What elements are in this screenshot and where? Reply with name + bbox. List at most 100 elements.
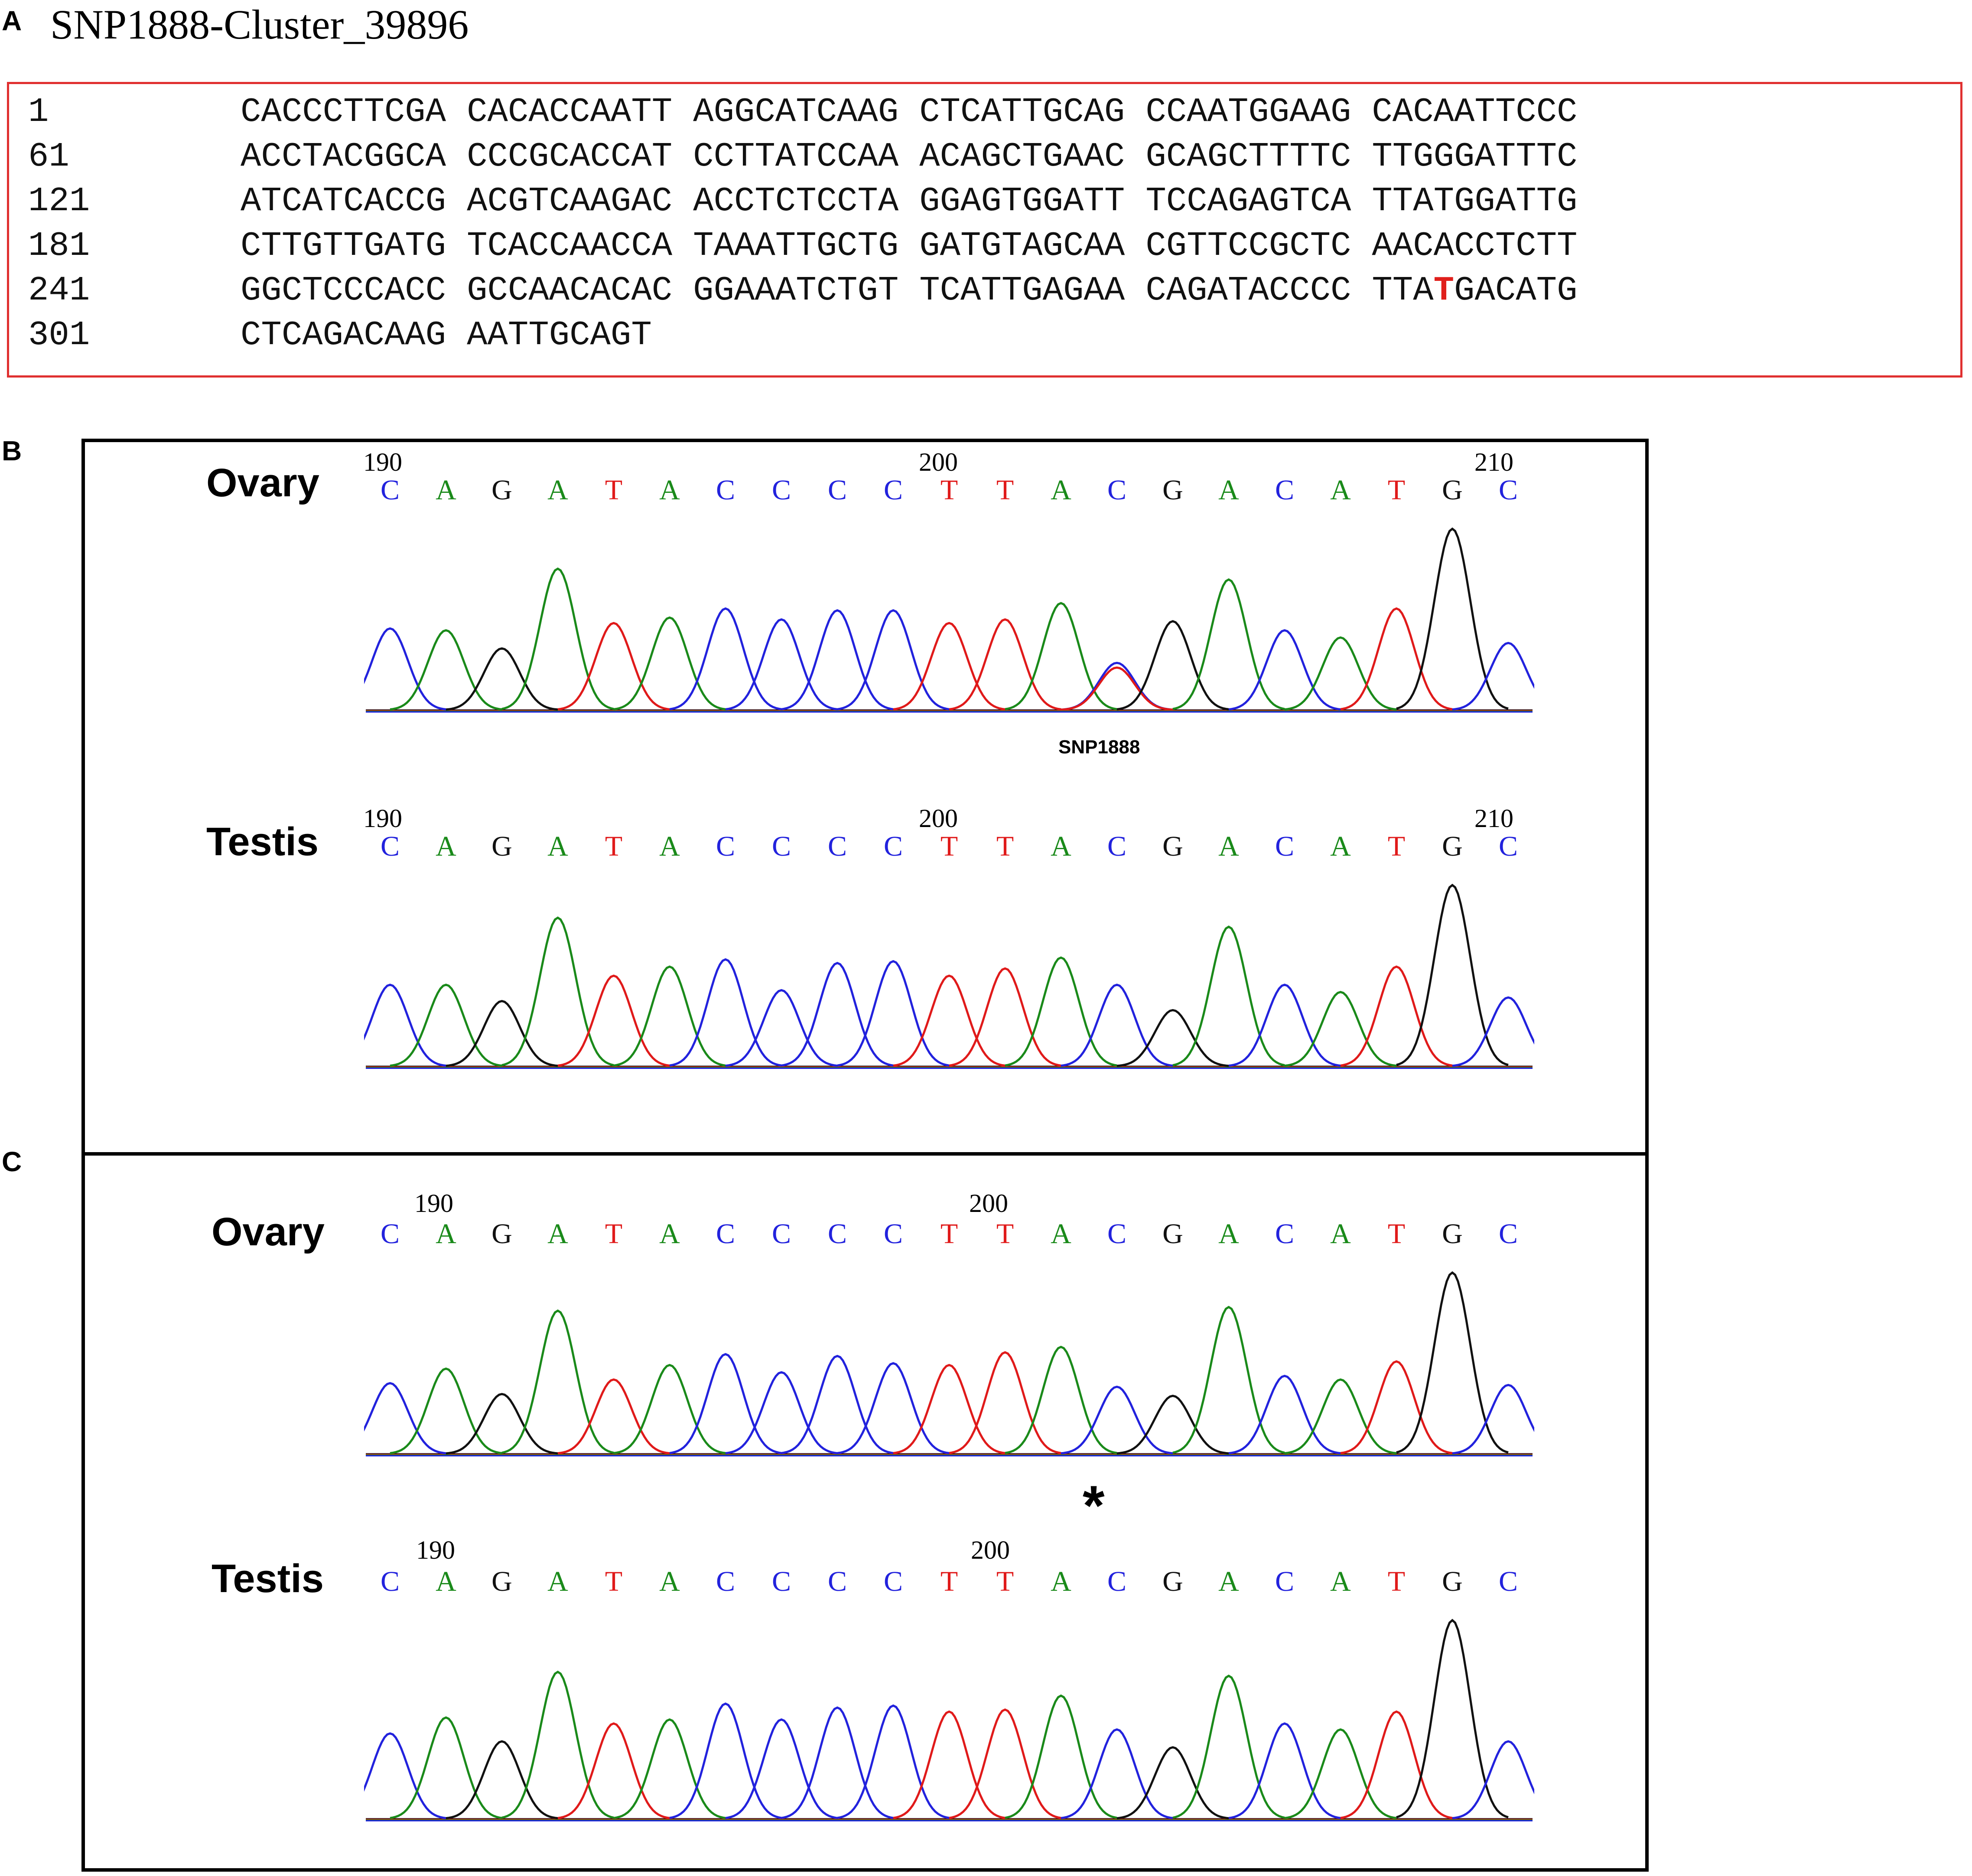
sequence-block: CTCAGACAAG [241,316,446,355]
chromatogram-peak [893,622,1006,710]
base-call-letter: A [1051,1568,1071,1597]
chromatogram-peak [613,965,726,1067]
sequence-position: 241 [28,271,90,310]
base-call-letter: C [828,477,847,506]
panel-b-letter: B [2,435,22,466]
chromatogram-peak [1116,1394,1229,1455]
chromatogram-peak [893,974,1006,1067]
base-call-letter: A [436,833,456,862]
base-call-letter: C [716,1568,735,1597]
base-call-letter: T [940,833,958,862]
sequence-block: AATTGCAGT [467,316,652,355]
base-call-letter: G [1442,477,1463,506]
chromatogram-peak [446,1000,558,1067]
sequence-block: CGTTCCGCTC [1145,226,1351,265]
base-call-letter: C [772,1221,791,1250]
panel-c-frame: Ovary 190 200 C A G A T A C C C C T T A C G A C A T G C * Te… [81,1152,1649,1872]
base-call-letter: G [491,477,512,506]
base-call-letter: G [1442,1568,1463,1597]
chromatogram-peak [669,1353,782,1454]
panel-b-testis-tick-200: 200 [919,804,958,833]
sequence-block: CAGATACCCC [1145,271,1351,310]
sequence-position: 181 [28,226,90,265]
base-call-letter: A [547,1568,568,1597]
base-call-letter: T [996,477,1014,506]
base-call-letter: A [1218,1568,1239,1597]
base-call-letter: A [659,833,680,862]
chromatogram-peak [1396,527,1509,710]
chromatogram-peak [501,916,614,1066]
snp-base-highlight: T [1433,271,1455,310]
chromatogram-peak [1061,1385,1173,1455]
base-call-letter: C [1499,477,1518,506]
sequence-block: CACACCAATT [467,92,673,131]
base-call-letter: C [1499,833,1518,862]
panel-c-testis-tick-200: 200 [971,1536,1010,1564]
chromatogram-peak [725,1718,838,1819]
base-call-letter: A [547,1221,568,1250]
sequence-block: CTCATTGCAG [919,92,1125,131]
panel-a-title: SNP1888-Cluster_39896 [50,1,469,48]
base-call-letter: C [1275,477,1294,506]
chromatogram-peak [1005,602,1117,710]
chromatogram-peak [1340,607,1453,710]
sequence-block: CCAATGGAAG [1145,92,1351,131]
chromatogram-peak [1396,1271,1509,1454]
base-call-letter: C [1275,1221,1294,1250]
chromatogram-peak [781,1355,894,1454]
base-call-letter: A [547,833,568,862]
sequence-block: TTATGGATTG [1372,182,1578,221]
chromatogram-peak [837,960,950,1067]
chromatogram-peak [669,1702,782,1819]
chromatogram-peak [893,1364,1006,1454]
chromatogram-peak [781,961,894,1067]
sequence-block: CACAATTCCC [1372,92,1578,131]
chromatogram-peak [1061,661,1173,711]
chromatogram-peak [949,1708,1061,1819]
sequence-row: 181 CTTGTTGATG TCACCAACCA TAAATTGCTG GATGTAG… [9,224,1960,267]
sequence-block: TCACCAACCA [467,226,673,265]
chromatogram-peak [1061,984,1173,1067]
chromatogram-peak [669,958,782,1067]
base-call-letter: T [1388,1568,1405,1597]
chromatogram-peak [557,1722,670,1819]
sequence-row: 121 ATCATCACCG ACGTCAAGAC ACCTCTCCTA GGAGTGG… [9,179,1960,223]
chromatogram-peak [1340,965,1453,1067]
base-call-letter: A [1051,1221,1071,1250]
panel-b-ovary-tick-210: 210 [1474,448,1513,476]
base-call-letter: C [884,1568,903,1597]
base-call-letter: A [436,1221,456,1250]
base-call-letter: C [1275,833,1294,862]
chromatogram-peak [364,1382,446,1455]
base-call-letter: C [1275,1568,1294,1597]
sequence-block: CTTGTTGATG [241,226,446,265]
chromatogram-peak [1396,1619,1509,1818]
base-call-letter: A [1330,1221,1351,1250]
chromatogram-peak [1172,578,1285,710]
base-call-letter: A [1218,833,1239,862]
sequence-box: 1 CACCCTTCGA CACACCAATT AGGCATCAAG CTCATTGCA… [7,82,1962,378]
base-call-letter: T [996,833,1014,862]
sequence-block: GCAGCTTTTC [1145,137,1351,176]
chromatogram-peak [557,974,670,1067]
base-call-letter: G [1162,1568,1183,1597]
sequence-block: GGCTCCCACC [241,271,446,310]
panel-b-testis-tick-210: 210 [1474,804,1513,833]
base-call-letter: A [436,477,456,506]
base-call-letter: G [1162,477,1183,506]
sequence-block: TCATTGAGAA [919,271,1125,310]
base-call-letter: G [1442,1221,1463,1250]
base-call-letter: T [996,1568,1014,1597]
panel-c-letter: C [2,1146,22,1177]
base-call-letter: G [491,833,512,862]
chromatogram-peak [949,618,1061,710]
sequence-position: 121 [28,182,90,221]
chromatogram-peak [1005,1694,1117,1819]
chromatogram-peak [837,609,950,710]
panel-c-testis-label: Testis [212,1557,324,1601]
chromatogram-peak [446,647,558,711]
sequence-block: TTGGGATTTC [1372,137,1578,176]
chromatogram-peak [949,1351,1061,1454]
